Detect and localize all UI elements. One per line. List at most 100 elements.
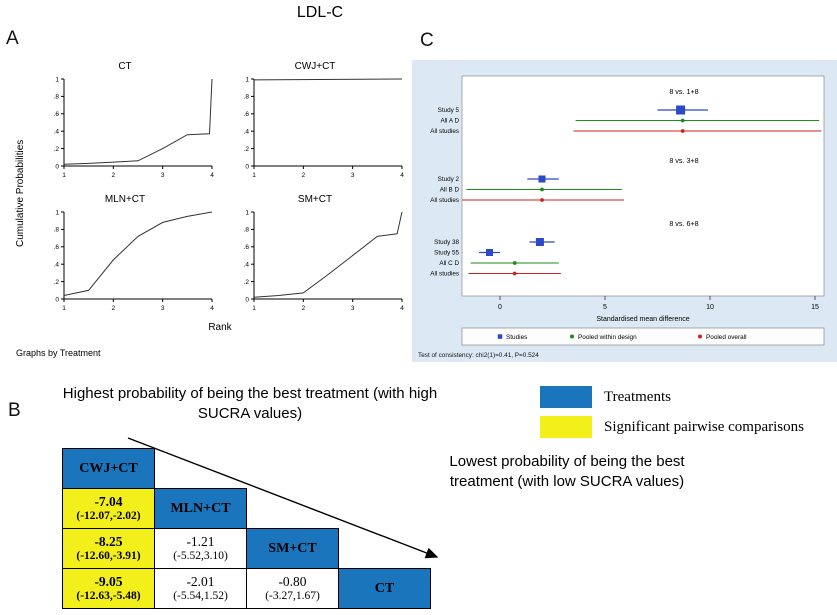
- svg-text:0: 0: [55, 163, 59, 170]
- confidence-interval: (-5.54,1.52): [173, 589, 228, 602]
- svg-text:.8: .8: [244, 94, 250, 101]
- svg-text:.4: .4: [54, 129, 60, 136]
- panel-b-label: B: [8, 400, 21, 421]
- svg-text:2: 2: [112, 305, 116, 312]
- treatment-name: MLN+CT: [170, 500, 231, 516]
- sucra-subplot-ct: CT 0 .2 .4 .6 .8 1 1 2 3 4: [30, 60, 220, 191]
- figure-title: LDL-C: [296, 4, 344, 21]
- svg-text:5: 5: [603, 304, 607, 311]
- league-cell-treatment-cwj-ct: CWJ+CT: [62, 448, 155, 489]
- league-cell-treatment-mln-ct: MLN+CT: [154, 488, 247, 529]
- league-row: -8.25 (-12.60,-3.91) -1.21 (-5.52,3.10) SM+C…: [62, 528, 431, 569]
- svg-text:.2: .2: [54, 146, 60, 153]
- svg-text:.6: .6: [54, 111, 60, 118]
- svg-text:.4: .4: [54, 262, 60, 269]
- sucra-subplot-mln-ct: MLN+CT 0 .2 .4 .6 .8 1 1 2 3 4: [30, 193, 220, 324]
- svg-text:.2: .2: [54, 279, 60, 286]
- effect-estimate: -8.25: [94, 534, 123, 550]
- svg-text:.6: .6: [244, 111, 250, 118]
- svg-text:Study 5: Study 5: [438, 107, 460, 114]
- league-row: CWJ+CT: [62, 448, 431, 489]
- svg-text:.4: .4: [244, 262, 250, 269]
- svg-text:4: 4: [400, 172, 404, 179]
- confidence-interval: (-3.27,1.67): [265, 589, 320, 602]
- svg-text:All A D: All A D: [440, 118, 459, 125]
- forest-plot-chart: 0 5 10 15 Standardised mean difference 8 vs. …: [418, 75, 825, 359]
- league-cell-plain: -1.21 (-5.52,3.10): [154, 528, 247, 569]
- subplot-chart: 0 .2 .4 .6 .8 1 1 2 3 4: [244, 76, 405, 179]
- sucra-subplot-sm-ct: SM+CT 0 .2 .4 .6 .8 1 1 2 3 4: [220, 193, 410, 324]
- svg-text:Test of consistency: chi2(1)=0: Test of consistency: chi2(1)=0.41, P=0.5…: [418, 352, 539, 359]
- league-cell-significant: -9.05 (-12.63,-5.48): [62, 568, 155, 609]
- treatment-name: CT: [374, 580, 395, 596]
- svg-text:1: 1: [62, 305, 66, 312]
- subplot-chart: 0 .2 .4 .6 .8 1 1 2 3 4: [244, 209, 405, 312]
- svg-text:Study 2: Study 2: [438, 176, 460, 183]
- svg-text:1: 1: [62, 172, 66, 179]
- svg-text:All studies: All studies: [430, 271, 459, 278]
- svg-text:15: 15: [811, 304, 819, 311]
- svg-text:.6: .6: [54, 244, 60, 251]
- panel-a-caption: Graphs by Treatment: [16, 348, 101, 358]
- svg-text:Pooled within design: Pooled within design: [578, 334, 637, 341]
- svg-text:All studies: All studies: [430, 197, 459, 204]
- svg-text:.6: .6: [244, 244, 250, 251]
- svg-text:4: 4: [210, 305, 214, 312]
- svg-text:.2: .2: [244, 279, 250, 286]
- league-cell-plain: -2.01 (-5.54,1.52): [154, 568, 247, 609]
- svg-text:2: 2: [302, 172, 306, 179]
- svg-text:1: 1: [252, 305, 256, 312]
- legend-row-treatments: Treatments: [540, 386, 804, 408]
- svg-text:8 vs. 6+8: 8 vs. 6+8: [669, 219, 698, 228]
- svg-text:8 vs. 1+8: 8 vs. 1+8: [669, 87, 698, 96]
- effect-estimate: -7.04: [94, 494, 123, 510]
- panel-c-forest-plot: 0 5 10 15 Standardised mean difference 8 vs. …: [412, 60, 837, 362]
- svg-text:2: 2: [302, 305, 306, 312]
- svg-text:0: 0: [55, 296, 59, 303]
- sucra-subplot-cwj-ct: CWJ+CT 0 .2 .4 .6 .8 1 1 2 3 4: [220, 60, 410, 191]
- confidence-interval: (-12.63,-5.48): [76, 589, 141, 602]
- legend-row-significant: Significant pairwise comparisons: [540, 416, 804, 438]
- svg-text:All studies: All studies: [430, 128, 459, 135]
- svg-text:2: 2: [112, 172, 116, 179]
- league-row: -9.05 (-12.63,-5.48) -2.01 (-5.54,1.52) -0.8…: [62, 568, 431, 609]
- x-axis-label: Rank: [208, 322, 232, 333]
- significant-label: Significant pairwise comparisons: [604, 418, 804, 435]
- svg-text:Standardised mean difference: Standardised mean difference: [596, 316, 689, 323]
- subplot-title: CWJ+CT: [294, 61, 336, 72]
- svg-text:3: 3: [161, 172, 165, 179]
- effect-estimate: -1.21: [186, 534, 215, 550]
- svg-text:1: 1: [245, 209, 249, 216]
- svg-text:0: 0: [245, 296, 249, 303]
- svg-text:.4: .4: [244, 129, 250, 136]
- treatment-name: SM+CT: [268, 540, 317, 556]
- svg-text:.8: .8: [244, 227, 250, 234]
- panel-b-legend: Treatments Significant pairwise comparis…: [540, 386, 804, 446]
- treatments-label: Treatments: [604, 388, 671, 405]
- y-axis-label: Cumulative Probabilities: [15, 139, 26, 247]
- svg-text:3: 3: [161, 305, 165, 312]
- svg-text:All B D: All B D: [440, 187, 460, 194]
- panel-a-label: A: [6, 28, 19, 49]
- confidence-interval: (-5.52,3.10): [173, 549, 228, 562]
- svg-text:.8: .8: [54, 227, 60, 234]
- svg-text:Study 55: Study 55: [434, 250, 459, 257]
- svg-text:1: 1: [55, 76, 59, 83]
- annotation-lowest-probability: Lowest probability of being the best tre…: [449, 453, 685, 490]
- svg-text:.8: .8: [54, 94, 60, 101]
- panel-c-label: C: [420, 30, 434, 51]
- league-cell-plain: -0.80 (-3.27,1.67): [246, 568, 339, 609]
- subplot-title: MLN+CT: [104, 194, 146, 205]
- svg-text:4: 4: [210, 172, 214, 179]
- svg-text:Studies: Studies: [506, 334, 527, 341]
- confidence-interval: (-12.07,-2.02): [76, 509, 141, 522]
- svg-text:0: 0: [498, 304, 502, 311]
- svg-text:1: 1: [55, 209, 59, 216]
- subplot-title: CT: [118, 61, 132, 72]
- effect-estimate: -2.01: [186, 574, 215, 590]
- svg-text:0: 0: [245, 163, 249, 170]
- svg-text:Pooled overall: Pooled overall: [706, 334, 747, 341]
- subplot-title: SM+CT: [297, 194, 333, 205]
- svg-text:10: 10: [706, 304, 714, 311]
- effect-estimate: -0.80: [278, 574, 307, 590]
